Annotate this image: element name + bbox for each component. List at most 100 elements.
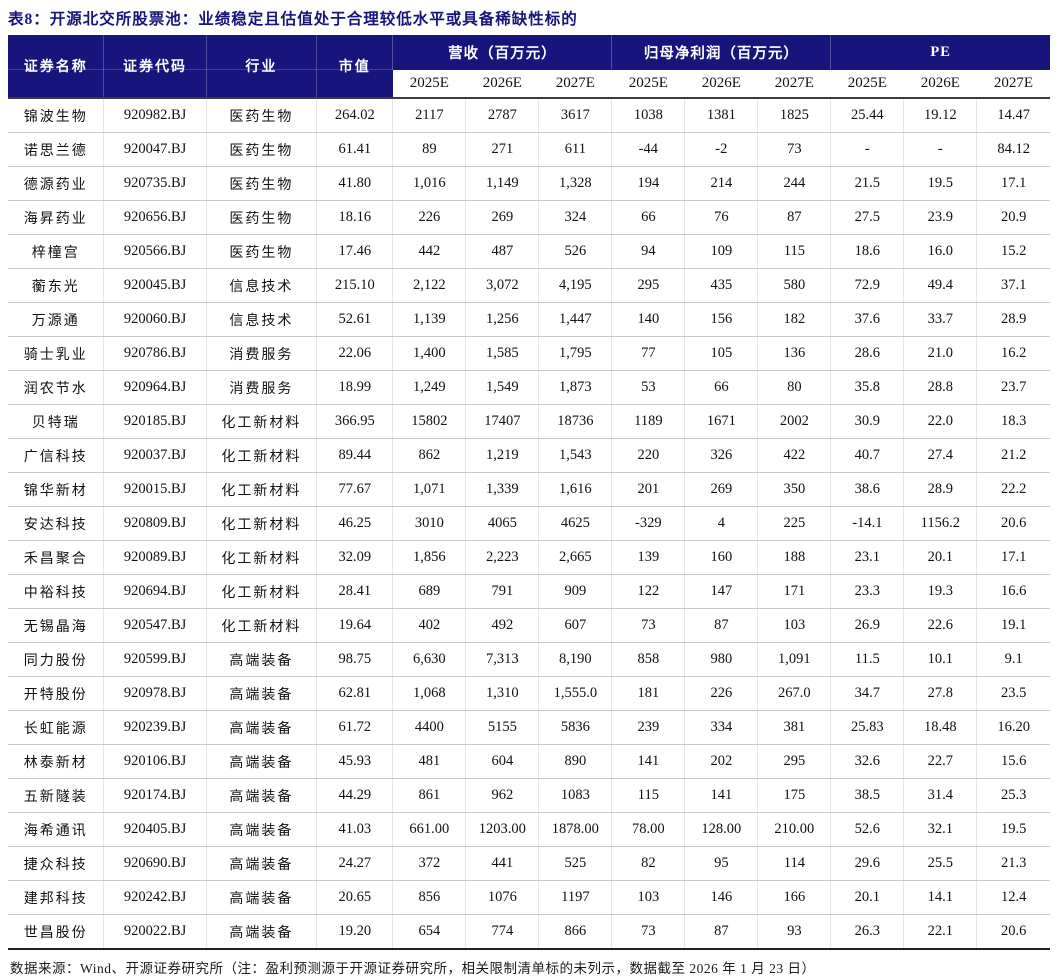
cell-name: 润农节水: [8, 370, 105, 405]
col-header-pe-2027e: 2027E: [976, 70, 1050, 98]
cell-pe-2025e: 38.5: [830, 778, 905, 813]
cell-rev-2025e: 1,071: [392, 472, 467, 507]
cell-rev-2026e: 1,219: [465, 438, 540, 473]
cell-name: 广信科技: [8, 438, 105, 473]
cell-mktcap: 52.61: [316, 302, 394, 337]
header-year-row: 2025E 2026E 2027E 2025E 2026E 2027E 2025…: [8, 70, 1050, 98]
col-header-code: 证券代码: [103, 35, 207, 98]
cell-mktcap: 61.72: [316, 710, 394, 745]
col-header-pe-2026e: 2026E: [903, 70, 977, 98]
table-row: 禾昌聚合 920089.BJ 化工新材料 32.09 1,856 2,223 2,665 13…: [8, 540, 1050, 575]
cell-pe-2025e: 28.6: [830, 336, 905, 371]
cell-rev-2027e: 1083: [538, 778, 613, 813]
cell-code: 920982.BJ: [103, 98, 207, 133]
cell-pe-2025e: 72.9: [830, 268, 905, 303]
cell-code: 920047.BJ: [103, 132, 207, 167]
cell-mktcap: 44.29: [316, 778, 394, 813]
cell-name: 世昌股份: [8, 914, 105, 950]
cell-np-2027e: 93: [757, 914, 832, 950]
cell-pe-2025e: 25.83: [830, 710, 905, 745]
cell-rev-2027e: 1,873: [538, 370, 613, 405]
cell-pe-2026e: 23.9: [903, 200, 978, 235]
cell-np-2026e: 76: [684, 200, 759, 235]
cell-pe-2027e: 21.2: [976, 438, 1050, 473]
cell-rev-2025e: 442: [392, 234, 467, 269]
cell-pe-2025e: 20.1: [830, 880, 905, 915]
cell-pe-2026e: 27.8: [903, 676, 978, 711]
cell-np-2027e: 2002: [757, 404, 832, 439]
cell-industry: 化工新材料: [206, 506, 318, 541]
cell-pe-2027e: 23.5: [976, 676, 1050, 711]
cell-code: 920964.BJ: [103, 370, 207, 405]
table-row: 广信科技 920037.BJ 化工新材料 89.44 862 1,219 1,543 220 3…: [8, 438, 1050, 473]
cell-pe-2025e: 40.7: [830, 438, 905, 473]
cell-pe-2027e: 16.20: [976, 710, 1050, 745]
cell-np-2027e: 136: [757, 336, 832, 371]
cell-pe-2025e: 26.9: [830, 608, 905, 643]
cell-np-2026e: 214: [684, 166, 759, 201]
cell-rev-2026e: 441: [465, 846, 540, 881]
cell-rev-2027e: 525: [538, 846, 613, 881]
cell-pe-2027e: 9.1: [976, 642, 1050, 677]
cell-pe-2026e: 49.4: [903, 268, 978, 303]
cell-industry: 医药生物: [206, 166, 318, 201]
col-header-mktcap: 市值: [316, 35, 393, 98]
cell-rev-2025e: 372: [392, 846, 467, 881]
cell-industry: 高端装备: [206, 676, 318, 711]
cell-mktcap: 61.41: [316, 132, 394, 167]
cell-np-2026e: 147: [684, 574, 759, 609]
cell-rev-2027e: 866: [538, 914, 613, 950]
cell-pe-2025e: 11.5: [830, 642, 905, 677]
table-row: 海希通讯 920405.BJ 高端装备 41.03 661.00 1203.00 1878.…: [8, 812, 1050, 847]
cell-rev-2025e: 1,068: [392, 676, 467, 711]
cell-name: 禾昌聚合: [8, 540, 105, 575]
cell-np-2026e: 146: [684, 880, 759, 915]
cell-np-2025e: 141: [611, 744, 686, 779]
cell-pe-2025e: 38.6: [830, 472, 905, 507]
cell-pe-2027e: 37.1: [976, 268, 1050, 303]
cell-industry: 化工新材料: [206, 404, 318, 439]
cell-rev-2026e: 774: [465, 914, 540, 950]
cell-rev-2025e: 861: [392, 778, 467, 813]
cell-code: 920656.BJ: [103, 200, 207, 235]
cell-pe-2027e: 16.2: [976, 336, 1050, 371]
cell-pe-2027e: 18.3: [976, 404, 1050, 439]
cell-np-2026e: 326: [684, 438, 759, 473]
cell-pe-2026e: 1156.2: [903, 506, 978, 541]
cell-rev-2026e: 2787: [465, 98, 540, 133]
cell-rev-2025e: 1,856: [392, 540, 467, 575]
cell-mktcap: 45.93: [316, 744, 394, 779]
cell-np-2026e: 980: [684, 642, 759, 677]
cell-code: 920015.BJ: [103, 472, 207, 507]
cell-np-2025e: 139: [611, 540, 686, 575]
cell-pe-2026e: 20.1: [903, 540, 978, 575]
cell-pe-2025e: -14.1: [830, 506, 905, 541]
cell-mktcap: 41.80: [316, 166, 394, 201]
cell-industry: 化工新材料: [206, 540, 318, 575]
table-row: 同力股份 920599.BJ 高端装备 98.75 6,630 7,313 8,190 858…: [8, 642, 1050, 677]
cell-rev-2025e: 856: [392, 880, 467, 915]
cell-rev-2027e: 3617: [538, 98, 613, 133]
cell-code: 920089.BJ: [103, 540, 207, 575]
cell-np-2026e: 160: [684, 540, 759, 575]
table-row: 安达科技 920809.BJ 化工新材料 46.25 3010 4065 4625 -329 4…: [8, 506, 1050, 541]
cell-name: 开特股份: [8, 676, 105, 711]
cell-code: 920174.BJ: [103, 778, 207, 813]
cell-industry: 化工新材料: [206, 438, 318, 473]
cell-pe-2026e: 10.1: [903, 642, 978, 677]
cell-name: 锦华新材: [8, 472, 105, 507]
cell-rev-2026e: 962: [465, 778, 540, 813]
cell-rev-2025e: 1,400: [392, 336, 467, 371]
cell-industry: 医药生物: [206, 98, 318, 133]
table-row: 长虹能源 920239.BJ 高端装备 61.72 4400 5155 5836 239 334…: [8, 710, 1050, 745]
cell-industry: 信息技术: [206, 302, 318, 337]
cell-code: 920566.BJ: [103, 234, 207, 269]
cell-np-2025e: 1189: [611, 404, 686, 439]
table-row: 建邦科技 920242.BJ 高端装备 20.65 856 1076 1197 103 146 1…: [8, 880, 1050, 915]
cell-name: 林泰新材: [8, 744, 105, 779]
cell-mktcap: 41.03: [316, 812, 394, 847]
cell-np-2027e: 1825: [757, 98, 832, 133]
cell-mktcap: 264.02: [316, 98, 394, 133]
cell-code: 920809.BJ: [103, 506, 207, 541]
cell-np-2025e: 115: [611, 778, 686, 813]
